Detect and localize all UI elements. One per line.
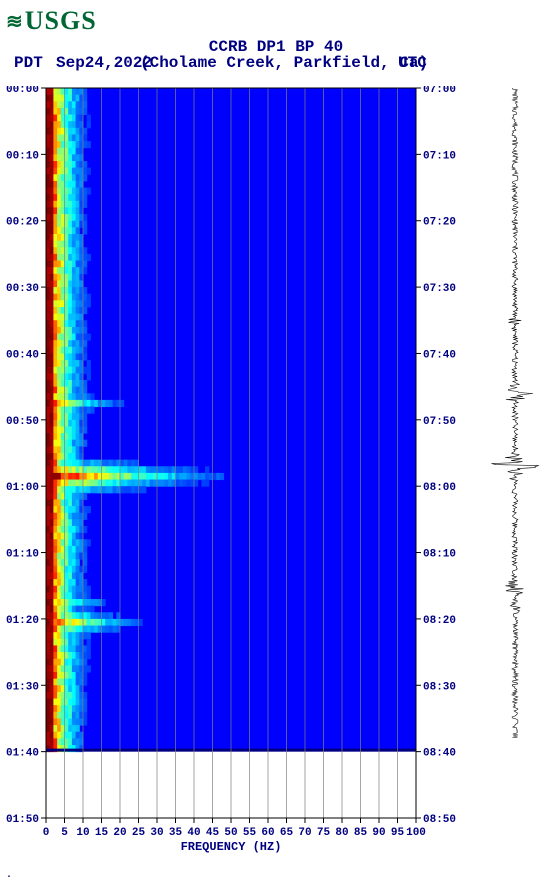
y-tick-right: 08:10 [423,549,456,561]
y-tick-left: 01:50 [6,814,39,826]
x-tick-label: 95 [391,827,405,839]
x-tick-label: 75 [317,827,331,839]
x-tick-label: 50 [224,827,237,839]
y-tick-left: 00:30 [6,283,39,295]
x-tick-label: 25 [132,827,146,839]
spectrogram-plot: 05 10 15 20 25 30 35 40 45 50 55 60 65 70 75 80 85 90 9510… [2,86,460,858]
y-tick-right: 07:30 [423,283,456,295]
y-tick-right: 08:00 [423,482,456,494]
usgs-logo: ≋ USGS [6,6,97,36]
x-axis-label: FREQUENCY (HZ) [181,840,282,854]
x-tick-label: 30 [150,827,163,839]
y-tick-right: 08:30 [423,681,456,693]
date-label: Sep24,2022 [56,54,152,72]
location-label: (Cholame Creek, Parkfield, Ca) [140,54,428,72]
x-tick-label: 55 [243,827,257,839]
y-tick-left: 01:10 [6,549,39,561]
usgs-logo-text: USGS [25,6,97,36]
y-tick-left: 00:10 [6,150,39,162]
seismogram-trace [490,88,540,738]
y-tick-left: 00:50 [6,416,39,428]
x-tick-label: 20 [113,827,126,839]
x-tick-label: 85 [354,827,368,839]
y-tick-right: 07:50 [423,416,456,428]
y-tick-right: 07:20 [423,217,456,229]
x-tick-label: 10 [76,827,89,839]
x-tick-label: 60 [261,827,274,839]
usgs-wave-icon: ≋ [6,9,23,34]
utc-label: UTC [398,54,427,72]
x-tick-label: 80 [335,827,348,839]
y-tick-right: 07:10 [423,150,456,162]
y-tick-right: 07:40 [423,349,456,361]
x-tick-label: 15 [95,827,109,839]
y-tick-right: 08:20 [423,615,456,627]
y-tick-left: 01:40 [6,748,39,760]
x-tick-label: 0 [43,827,50,839]
x-tick-label: 65 [280,827,294,839]
x-tick-label: 5 [61,827,68,839]
y-tick-left: 01:00 [6,482,39,494]
x-tick-label: 90 [372,827,385,839]
x-tick-label: 35 [169,827,183,839]
y-tick-left: 00:00 [6,86,39,96]
y-tick-right: 08:40 [423,748,456,760]
y-tick-left: 01:30 [6,681,39,693]
x-tick-label: 100 [406,827,426,839]
y-tick-left: 01:20 [6,615,39,627]
y-tick-right: 07:00 [423,86,456,96]
y-tick-left: 00:40 [6,349,39,361]
y-tick-left: 00:20 [6,217,39,229]
x-tick-label: 45 [206,827,220,839]
x-tick-label: 70 [298,827,311,839]
y-tick-right: 08:50 [423,814,456,826]
footer-mark: . [6,870,12,881]
pdt-label: PDT [14,54,43,72]
x-tick-label: 40 [187,827,200,839]
